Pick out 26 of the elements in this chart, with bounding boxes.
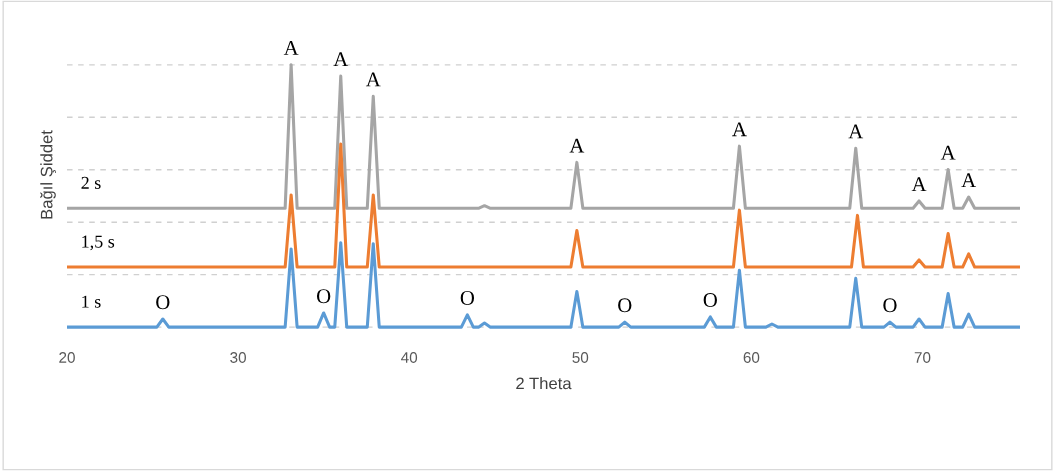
x-tick-label: 50 [572, 352, 589, 363]
annotation: O [618, 298, 632, 313]
series-label: 1 s [82, 295, 101, 308]
series-label: 1,5 s [82, 235, 115, 251]
x-tick-label: 20 [59, 352, 75, 363]
y-axis-title: Bağıl Şiddet [40, 130, 56, 219]
annotation: O [316, 289, 331, 304]
annotation: O [156, 295, 170, 310]
annotation: A [732, 122, 747, 137]
annotation: O [460, 291, 475, 306]
x-tick-label: 30 [230, 352, 246, 363]
annotation: A [569, 138, 585, 153]
series-label: 2 s [81, 176, 101, 189]
annotation: A [940, 145, 956, 160]
x-tick-label: 70 [914, 352, 931, 363]
annotation: A [848, 124, 864, 139]
annotation: A [283, 41, 299, 55]
annotation: A [961, 173, 977, 188]
annotation: A [365, 72, 381, 87]
x-tick-label: 40 [401, 352, 418, 363]
x-tick-label: 60 [743, 352, 760, 363]
annotation: A [911, 177, 927, 191]
annotation: A [333, 52, 349, 67]
x-axis-title: 2 Theta [516, 377, 572, 390]
annotation: O [703, 293, 717, 308]
annotation: O [883, 298, 897, 313]
